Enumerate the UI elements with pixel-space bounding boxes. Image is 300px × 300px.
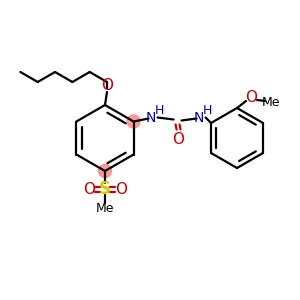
Circle shape — [127, 115, 140, 128]
Text: N: N — [146, 110, 156, 124]
Text: O: O — [245, 91, 257, 106]
Text: Me: Me — [262, 95, 280, 109]
Text: Me: Me — [96, 202, 114, 215]
Text: N: N — [194, 110, 204, 124]
Text: S: S — [99, 180, 111, 198]
Circle shape — [98, 164, 112, 178]
Text: O: O — [83, 182, 95, 196]
Text: H: H — [203, 104, 212, 117]
Text: O: O — [172, 132, 184, 147]
Text: H: H — [155, 104, 164, 117]
Text: O: O — [101, 79, 113, 94]
Text: O: O — [115, 182, 127, 196]
